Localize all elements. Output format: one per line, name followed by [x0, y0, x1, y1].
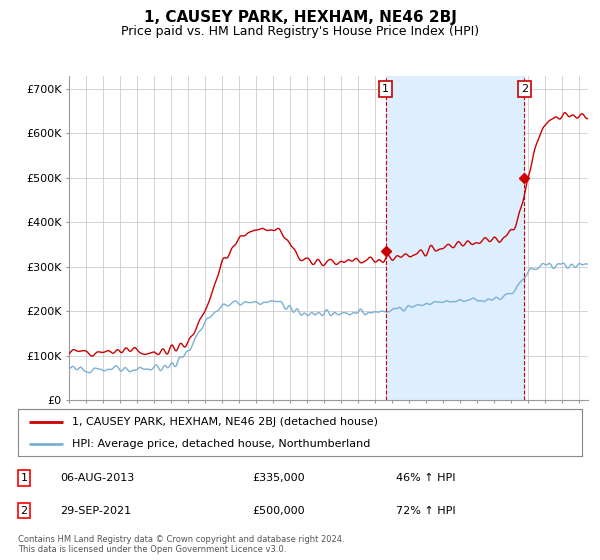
Text: £500,000: £500,000	[252, 506, 305, 516]
Text: Price paid vs. HM Land Registry's House Price Index (HPI): Price paid vs. HM Land Registry's House …	[121, 25, 479, 38]
Text: £335,000: £335,000	[252, 473, 305, 483]
Text: 06-AUG-2013: 06-AUG-2013	[60, 473, 134, 483]
Text: Contains HM Land Registry data © Crown copyright and database right 2024.
This d: Contains HM Land Registry data © Crown c…	[18, 535, 344, 554]
Text: 29-SEP-2021: 29-SEP-2021	[60, 506, 131, 516]
Text: 46% ↑ HPI: 46% ↑ HPI	[396, 473, 455, 483]
Text: HPI: Average price, detached house, Northumberland: HPI: Average price, detached house, Nort…	[71, 438, 370, 449]
Text: 2: 2	[20, 506, 28, 516]
Text: 1: 1	[20, 473, 28, 483]
Text: 1, CAUSEY PARK, HEXHAM, NE46 2BJ: 1, CAUSEY PARK, HEXHAM, NE46 2BJ	[143, 10, 457, 25]
Bar	[386, 76, 524, 400]
Text: 1, CAUSEY PARK, HEXHAM, NE46 2BJ (detached house): 1, CAUSEY PARK, HEXHAM, NE46 2BJ (detach…	[71, 417, 377, 427]
Text: 2: 2	[521, 84, 528, 94]
Text: 1: 1	[382, 84, 389, 94]
Text: 72% ↑ HPI: 72% ↑ HPI	[396, 506, 455, 516]
